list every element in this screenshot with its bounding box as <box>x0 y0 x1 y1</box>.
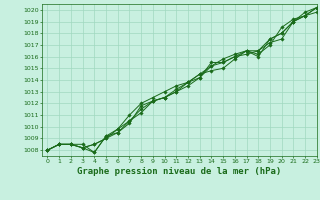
X-axis label: Graphe pression niveau de la mer (hPa): Graphe pression niveau de la mer (hPa) <box>77 167 281 176</box>
